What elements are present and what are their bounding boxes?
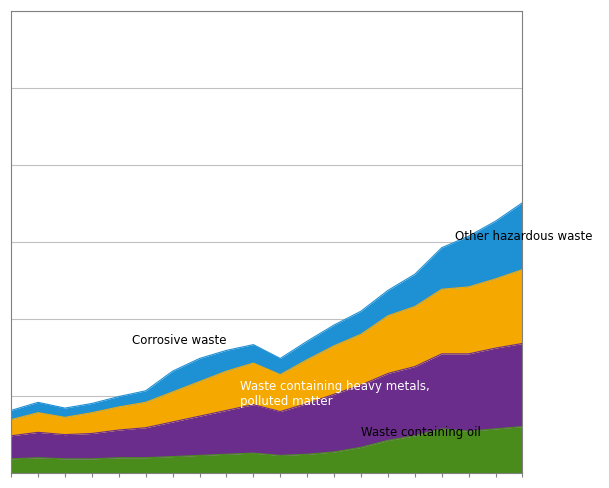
Text: Other hazardous waste: Other hazardous waste: [455, 230, 593, 243]
Text: Corrosive waste: Corrosive waste: [132, 333, 227, 346]
Text: Waste containing oil: Waste containing oil: [361, 426, 481, 439]
Text: Waste containing heavy metals,
polluted matter: Waste containing heavy metals, polluted …: [240, 380, 429, 408]
